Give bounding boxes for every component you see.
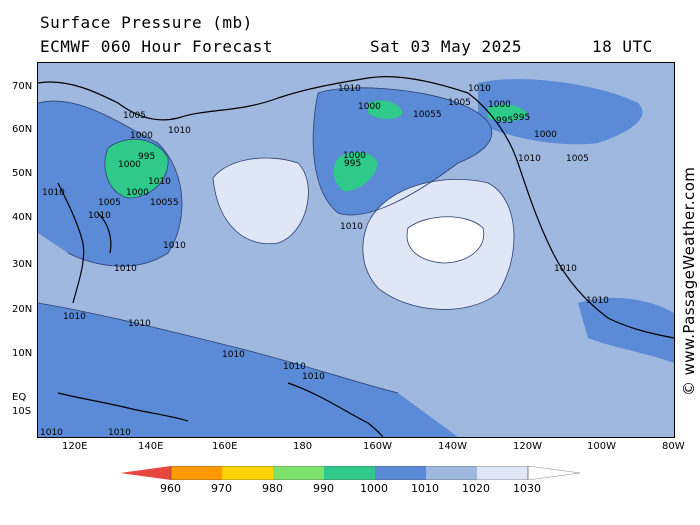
colorbar-swatch	[527, 466, 581, 480]
isobar-labels: 1010 1005 1000 1010 1000 995 1000 1010 1…	[40, 84, 609, 437]
isobar-label: 995	[138, 152, 155, 162]
lat-label: 40N	[12, 212, 33, 223]
lat-label: 10N	[12, 348, 33, 359]
isobar-label: 1010	[302, 372, 325, 382]
forecast-date: Sat 03 May 2025	[370, 37, 522, 56]
lon-label: 160E	[212, 441, 238, 452]
isobar-label: 1010	[586, 296, 609, 306]
lon-label: 140W	[438, 441, 467, 452]
isobar-label: 1010	[468, 84, 491, 94]
isobar-label: 1010	[554, 264, 577, 274]
colorbar-label: 1020	[462, 482, 490, 495]
colorbar-label: 1030	[513, 482, 541, 495]
isobar-label: 1005	[448, 98, 471, 108]
isobar-label: 1000	[358, 102, 381, 112]
colorbar-swatch	[273, 466, 324, 480]
isobar-label: 1000	[130, 131, 153, 141]
isobar-label: 1010	[128, 319, 151, 329]
lat-label: 20N	[12, 304, 33, 315]
colorbar-swatch	[120, 466, 171, 480]
colorbar-label: 1010	[411, 482, 439, 495]
lat-label: 60N	[12, 124, 33, 135]
isobar-label: 1010	[338, 84, 361, 94]
isobar-label: 10055	[413, 110, 442, 120]
isobar-label: 1010	[63, 312, 86, 322]
isobar-label: 1000	[343, 151, 366, 161]
isobar-label: 1005	[123, 111, 146, 121]
isobar-label: 1010	[148, 177, 171, 187]
isobar-label: 1000	[118, 160, 141, 170]
isobar-label: 1010	[518, 154, 541, 164]
isobar-label: 1000	[488, 100, 511, 110]
isobar-label: 1005	[566, 154, 589, 164]
isobar-label: 1010	[283, 362, 306, 372]
lon-label: 120W	[513, 441, 542, 452]
isobar-label: 1010	[108, 428, 131, 437]
isobar-label: 995	[513, 113, 530, 123]
lon-label: 160W	[363, 441, 392, 452]
site-credit-text: © www.PassageWeather.com	[680, 166, 698, 396]
isobar-label: 1010	[340, 222, 363, 232]
colorbar-swatch	[477, 466, 528, 480]
colorbar-swatch	[324, 466, 375, 480]
isobar-label: 1010	[222, 350, 245, 360]
lon-label: 100W	[587, 441, 616, 452]
pressure-map[interactable]: 1010 1005 1000 1010 1000 995 1000 1010 1…	[37, 62, 675, 438]
isobar-label: 1010	[168, 126, 191, 136]
colorbar-label: 960	[160, 482, 181, 495]
site-credit: © www.PassageWeather.com	[678, 150, 698, 400]
pressure-colorbar	[120, 466, 581, 480]
map-title: Surface Pressure (mb)	[40, 13, 253, 32]
colorbar-swatch	[375, 466, 426, 480]
lon-label: 180	[293, 441, 313, 452]
colorbar-swatch	[222, 466, 273, 480]
forecast-model: ECMWF 060 Hour Forecast	[40, 37, 274, 56]
isobar-label: 1000	[534, 130, 557, 140]
isobar-label: 995	[496, 116, 513, 126]
colorbar-label: 970	[211, 482, 232, 495]
isobar-label: 1010	[40, 428, 63, 437]
isobar-label: 995	[344, 159, 361, 169]
lat-label: 30N	[12, 259, 33, 270]
lat-label: 50N	[12, 168, 33, 179]
lat-label: 70N	[12, 81, 33, 92]
colorbar-swatch	[171, 466, 222, 480]
lon-label: 120E	[62, 441, 88, 452]
colorbar-label: 990	[313, 482, 334, 495]
colorbar-label: 1000	[360, 482, 388, 495]
lat-label: 10S	[12, 406, 32, 417]
colorbar-label: 980	[262, 482, 283, 495]
isobar-label: 10055	[150, 198, 179, 208]
isobar-label: 1010	[42, 188, 65, 198]
lon-label: 80W	[662, 441, 685, 452]
isobar-label: 1005	[98, 198, 121, 208]
lat-label: EQ	[12, 392, 27, 403]
isobar-label: 1010	[88, 211, 111, 221]
isobar-label: 1000	[126, 188, 149, 198]
isobar-label: 1010	[163, 241, 186, 251]
forecast-time: 18 UTC	[592, 37, 653, 56]
lon-label: 140E	[138, 441, 164, 452]
isobar-label: 1010	[114, 264, 137, 274]
pressure-field: 1010 1005 1000 1010 1000 995 1000 1010 1…	[38, 63, 674, 437]
colorbar-swatch	[426, 466, 477, 480]
